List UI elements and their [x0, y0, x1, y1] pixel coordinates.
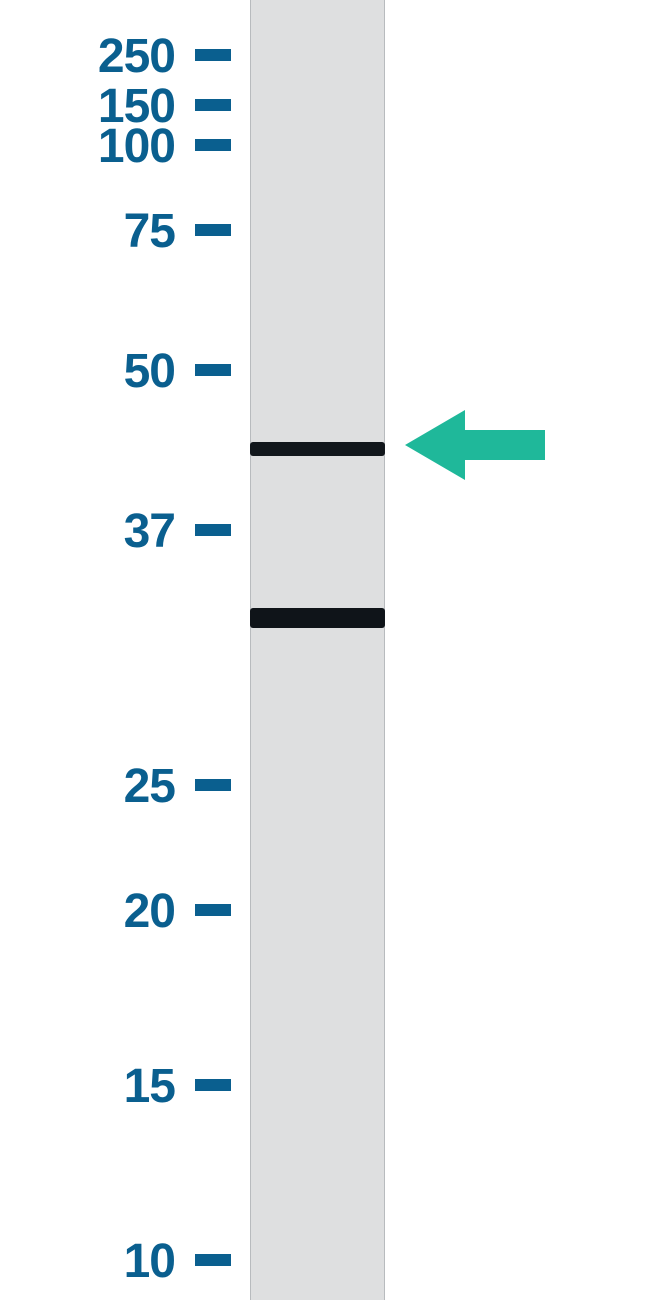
arrow-left-icon	[405, 410, 545, 480]
mw-tick	[195, 99, 231, 111]
mw-tick	[195, 139, 231, 151]
protein-band	[250, 442, 385, 456]
mw-label: 25	[124, 759, 175, 814]
mw-label: 75	[124, 204, 175, 259]
mw-tick	[195, 224, 231, 236]
mw-label: 100	[98, 119, 175, 174]
blot-lane	[250, 0, 385, 1300]
mw-tick	[195, 1254, 231, 1266]
mw-label: 20	[124, 884, 175, 939]
mw-label: 50	[124, 344, 175, 399]
mw-label: 250	[98, 29, 175, 84]
mw-label: 15	[124, 1059, 175, 1114]
mw-tick	[195, 779, 231, 791]
mw-tick	[195, 49, 231, 61]
mw-tick	[195, 364, 231, 376]
western-blot-figure: 25015010075503725201510	[0, 0, 650, 1300]
mw-tick	[195, 524, 231, 536]
mw-label: 10	[124, 1234, 175, 1289]
mw-tick	[195, 1079, 231, 1091]
target-band-arrow	[405, 410, 545, 480]
mw-label: 37	[124, 504, 175, 559]
mw-tick	[195, 904, 231, 916]
protein-band	[250, 608, 385, 628]
